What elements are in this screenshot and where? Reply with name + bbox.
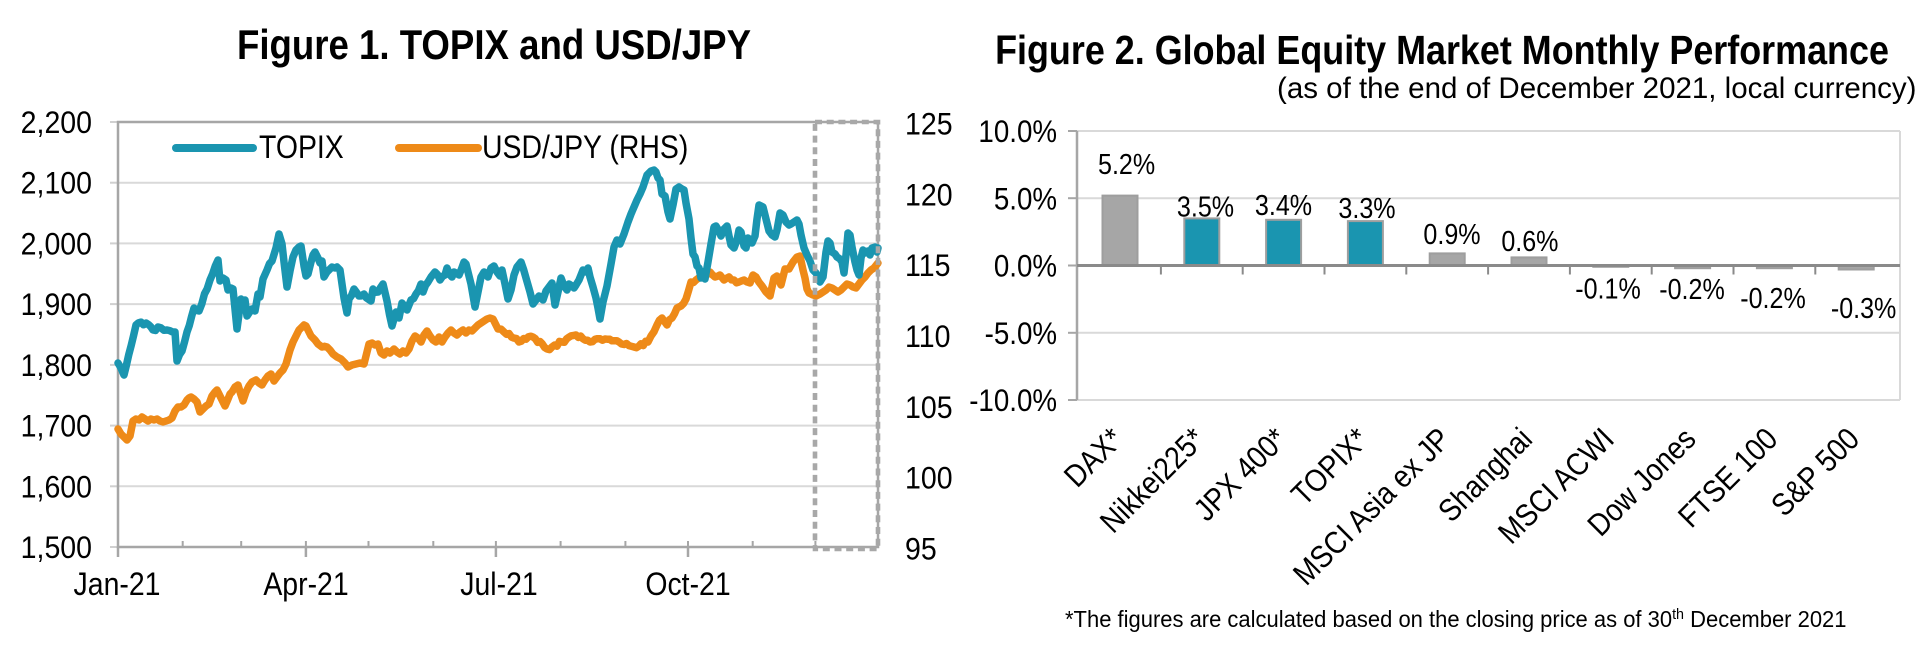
svg-text:(as of the end of December 202: (as of the end of December 2021, local c… <box>1277 72 1917 105</box>
svg-text:USD/JPY (RHS): USD/JPY (RHS) <box>482 129 688 165</box>
svg-text:5.2%: 5.2% <box>1098 149 1155 181</box>
svg-text:Apr-21: Apr-21 <box>263 566 348 602</box>
svg-text:0.9%: 0.9% <box>1423 219 1480 251</box>
svg-text:Oct-21: Oct-21 <box>645 566 730 602</box>
svg-text:-0.3%: -0.3% <box>1831 293 1896 325</box>
svg-text:-5.0%: -5.0% <box>985 316 1057 351</box>
svg-text:115: 115 <box>905 249 950 284</box>
svg-text:120: 120 <box>905 178 953 213</box>
svg-text:5.0%: 5.0% <box>994 182 1057 217</box>
svg-text:105: 105 <box>905 391 953 426</box>
svg-text:0.6%: 0.6% <box>1501 226 1558 258</box>
svg-text:1,600: 1,600 <box>21 470 92 505</box>
svg-text:*The figures are calculated ba: *The figures are calculated based on the… <box>1065 607 1846 633</box>
svg-text:-0.1%: -0.1% <box>1575 273 1640 305</box>
svg-text:10.0%: 10.0% <box>978 114 1057 149</box>
svg-text:2,100: 2,100 <box>21 166 92 201</box>
svg-text:1,800: 1,800 <box>21 349 92 384</box>
svg-text:-0.2%: -0.2% <box>1659 274 1724 306</box>
svg-text:110: 110 <box>905 320 950 355</box>
svg-text:2,200: 2,200 <box>21 106 92 141</box>
svg-text:95: 95 <box>905 532 937 567</box>
svg-text:1,700: 1,700 <box>21 409 92 444</box>
svg-text:Jan-21: Jan-21 <box>74 566 161 602</box>
svg-text:3.3%: 3.3% <box>1338 193 1395 225</box>
svg-text:0.0%: 0.0% <box>994 249 1057 284</box>
svg-text:2,000: 2,000 <box>21 227 92 262</box>
svg-text:3.4%: 3.4% <box>1255 190 1312 222</box>
svg-text:125: 125 <box>905 107 953 142</box>
svg-text:TOPIX: TOPIX <box>259 129 344 165</box>
svg-text:1,900: 1,900 <box>21 288 92 323</box>
svg-text:100: 100 <box>905 461 953 496</box>
svg-text:-0.2%: -0.2% <box>1740 282 1805 314</box>
svg-text:Figure 1. TOPIX and USD/JPY: Figure 1. TOPIX and USD/JPY <box>237 22 751 69</box>
svg-text:-10.0%: -10.0% <box>969 383 1057 418</box>
svg-text:3.5%: 3.5% <box>1177 191 1234 223</box>
svg-text:Figure 2. Global Equity Market: Figure 2. Global Equity Market Monthly P… <box>995 28 1889 74</box>
svg-text:1,500: 1,500 <box>21 531 92 566</box>
svg-text:Jul-21: Jul-21 <box>460 566 537 602</box>
